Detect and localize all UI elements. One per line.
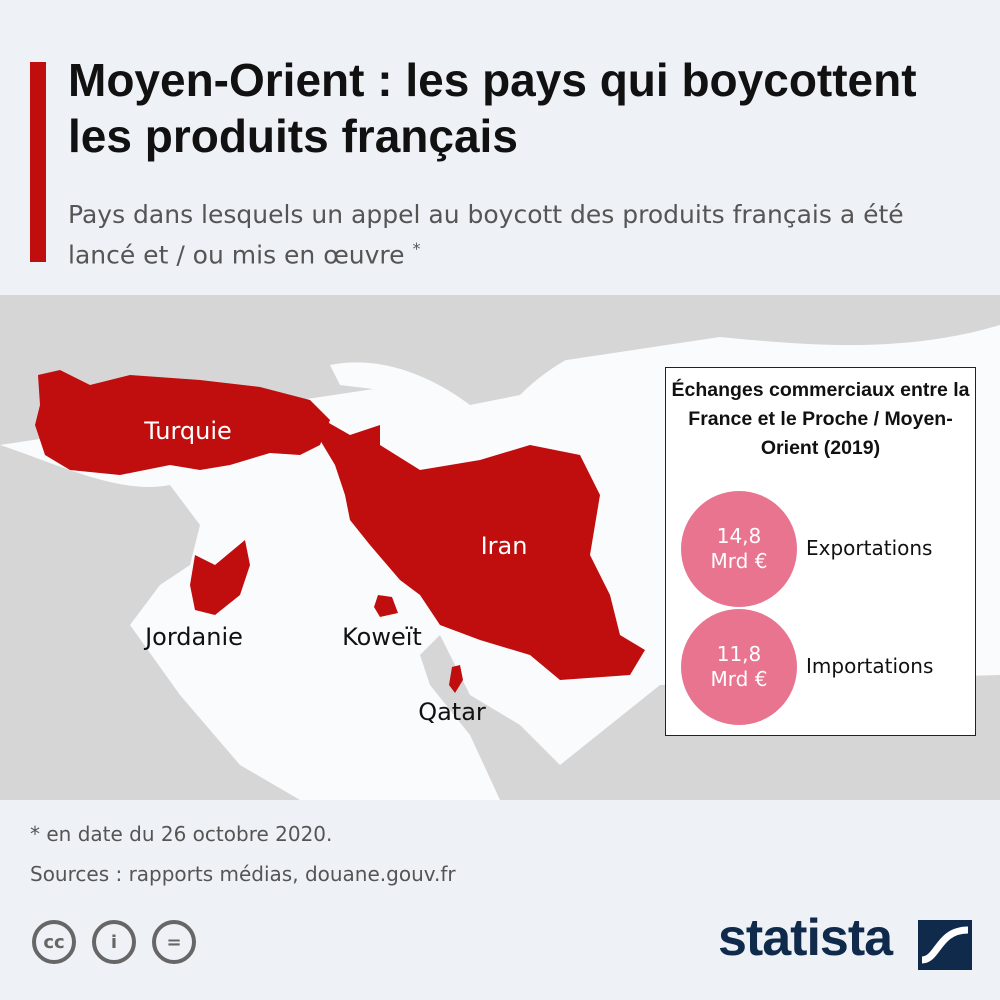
country-label: Jordanie — [143, 623, 243, 651]
license-icon[interactable]: cc — [32, 920, 76, 964]
country-iran — [315, 415, 645, 680]
unit: Mrd € — [710, 549, 768, 573]
country-jordan — [190, 540, 250, 615]
item-label: Importations — [806, 654, 934, 678]
sources: Sources : rapports médias, douane.gouv.f… — [30, 862, 456, 886]
land-north — [0, 295, 1000, 405]
info-box: Échanges commerciaux entre la France et … — [665, 367, 976, 736]
country-label: Koweït — [342, 623, 422, 651]
brand-logo — [918, 920, 972, 970]
land — [0, 295, 1000, 800]
unit: Mrd € — [710, 667, 768, 691]
country-label: Turquie — [143, 417, 232, 445]
country-qatar — [449, 665, 463, 693]
item-label: Exportations — [806, 536, 933, 560]
title: Moyen-Orient : les pays qui boycottent l… — [68, 54, 917, 162]
license-icon[interactable]: i — [92, 920, 136, 964]
black-sea — [330, 362, 470, 405]
subtitle: Pays dans lesquels un appel au boycott d… — [68, 198, 968, 272]
amount: 11,8 — [716, 642, 762, 666]
brand[interactable]: statista — [718, 909, 893, 967]
accent-bar — [30, 62, 46, 262]
country-label: Qatar — [418, 698, 486, 726]
country-label: Iran — [481, 532, 528, 560]
amount: 14,8 — [716, 524, 762, 548]
subtitle-text: Pays dans lesquels un appel au boycott d… — [68, 200, 904, 270]
country-kuwait — [374, 595, 398, 617]
info-title: Échanges commerciaux entre la France et … — [671, 379, 970, 459]
value-circle: 14,8 Mrd € — [681, 491, 797, 607]
license-icon[interactable]: = — [152, 920, 196, 964]
country-turkey — [35, 370, 330, 475]
value-circle: 11,8 Mrd € — [681, 609, 797, 725]
footnote: * en date du 26 octobre 2020. — [30, 822, 333, 846]
footnote-mark: * — [412, 239, 421, 258]
